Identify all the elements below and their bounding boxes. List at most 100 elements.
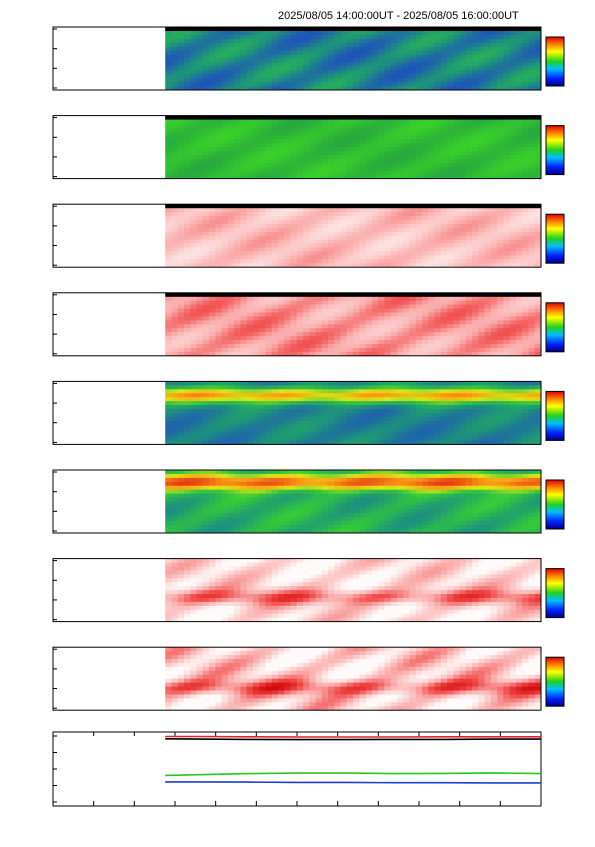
heatmap-cell [322,417,329,421]
heatmap-cell [447,401,454,405]
heatmap-cell [284,43,291,47]
heatmap-cell [278,147,285,151]
heatmap-cell [272,425,279,429]
heatmap-cell [316,163,323,167]
heatmap-cell [209,301,216,305]
heatmap-cell [228,39,235,43]
heatmap-cell [347,123,354,127]
heatmap-cell [528,240,535,244]
heatmap-cell [290,66,297,70]
heatmap-cell [184,220,191,224]
heatmap-cell [491,123,498,127]
heatmap-cell [303,228,310,232]
heatmap-cell [184,425,191,429]
heatmap-cell [516,348,523,352]
heatmap-cell [416,151,423,155]
heatmap-cell [341,220,348,224]
heatmap-cell [265,171,272,175]
heatmap-cell [334,301,341,305]
heatmap-cell [503,301,510,305]
heatmap-cell [535,171,542,175]
heatmap-cell [472,381,479,385]
heatmap-cell [497,236,504,240]
heatmap-cell [347,405,354,409]
heatmap-cell [366,212,373,216]
heatmap-cell [322,348,329,352]
heatmap-cell [359,43,366,47]
heatmap-cell [491,301,498,305]
heatmap-cell [222,51,229,55]
heatmap-cell [522,433,529,437]
heatmap-cell [535,297,542,301]
heatmap-cell [247,381,254,385]
heatmap-cell [535,340,542,344]
heatmap-cell [334,167,341,171]
heatmap-cell [497,31,504,35]
heatmap-cell [265,316,272,320]
heatmap-cell [516,397,523,401]
heatmap-cell [497,421,504,425]
heatmap-cell [172,305,179,309]
heatmap-cell [222,320,229,324]
heatmap-cell [384,244,391,248]
heatmap-cell [165,425,172,429]
heatmap-cell [416,429,423,433]
heatmap-cell [409,216,416,220]
heatmap-cell [528,389,535,393]
heatmap-cell [516,393,523,397]
heatmap-cell [234,421,241,425]
heatmap-cell [503,35,510,39]
heatmap-cell [190,385,197,389]
heatmap-cell [309,59,316,63]
heatmap-cell [215,348,222,352]
heatmap-cell [366,43,373,47]
heatmap-cell [472,297,479,301]
heatmap-cell [284,251,291,255]
heatmap-cell [265,131,272,135]
heatmap-cell [172,220,179,224]
heatmap-cell [178,74,185,78]
heatmap-cell [234,135,241,139]
heatmap-cell [290,135,297,139]
heatmap-cell [265,78,272,82]
heatmap-cell [190,70,197,74]
heatmap-cell [341,171,348,175]
heatmap-cell [240,123,247,127]
heatmap-cell [253,421,260,425]
heatmap-cell [290,55,297,59]
heatmap-cell [485,43,492,47]
heatmap-cell [290,232,297,236]
heatmap-cell [290,324,297,328]
heatmap-cell [466,163,473,167]
heatmap-cell [460,332,467,336]
heatmap-cell [359,240,366,244]
heatmap-cell [353,147,360,151]
heatmap-cell [378,163,385,167]
heatmap-cell [503,340,510,344]
heatmap-cell [347,259,354,263]
heatmap-cell [284,401,291,405]
heatmap-cell [372,413,379,417]
heatmap-cell [497,120,504,124]
heatmap-cell [453,39,460,43]
heatmap-cell [322,309,329,313]
heatmap-cell [397,31,404,35]
colorbar [546,214,564,263]
heatmap-cell [522,228,529,232]
heatmap-cell [447,236,454,240]
heatmap-cell [372,82,379,86]
heatmap-cell [416,224,423,228]
heatmap-cell [472,309,479,313]
heatmap-cell [366,74,373,78]
heatmap-cell [234,51,241,55]
heatmap-cell [485,305,492,309]
heatmap-cell [366,66,373,70]
heatmap-cell [485,155,492,159]
heatmap-cell [259,228,266,232]
heatmap-cell [497,43,504,47]
heatmap-cell [284,39,291,43]
heatmap-cell [265,344,272,348]
heatmap-cell [359,55,366,59]
heatmap-cell [228,401,235,405]
heatmap-cell [303,409,310,413]
